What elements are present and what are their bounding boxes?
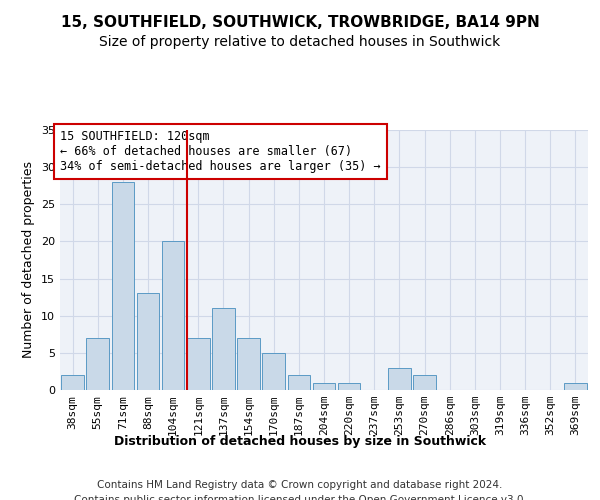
Text: 15 SOUTHFIELD: 120sqm
← 66% of detached houses are smaller (67)
34% of semi-deta: 15 SOUTHFIELD: 120sqm ← 66% of detached … bbox=[60, 130, 380, 173]
Bar bbox=[564, 382, 587, 390]
Text: Contains public sector information licensed under the Open Government Licence v3: Contains public sector information licen… bbox=[74, 495, 526, 500]
Bar bbox=[137, 294, 160, 390]
Bar bbox=[338, 382, 361, 390]
Bar bbox=[86, 338, 109, 390]
Bar bbox=[61, 375, 84, 390]
Text: Size of property relative to detached houses in Southwick: Size of property relative to detached ho… bbox=[100, 35, 500, 49]
Text: Distribution of detached houses by size in Southwick: Distribution of detached houses by size … bbox=[114, 435, 486, 448]
Bar bbox=[187, 338, 209, 390]
Bar bbox=[262, 353, 285, 390]
Bar bbox=[212, 308, 235, 390]
Text: 15, SOUTHFIELD, SOUTHWICK, TROWBRIDGE, BA14 9PN: 15, SOUTHFIELD, SOUTHWICK, TROWBRIDGE, B… bbox=[61, 15, 539, 30]
Bar bbox=[388, 368, 411, 390]
Bar bbox=[162, 242, 184, 390]
Bar bbox=[287, 375, 310, 390]
Text: Contains HM Land Registry data © Crown copyright and database right 2024.: Contains HM Land Registry data © Crown c… bbox=[97, 480, 503, 490]
Bar bbox=[237, 338, 260, 390]
Bar bbox=[413, 375, 436, 390]
Y-axis label: Number of detached properties: Number of detached properties bbox=[22, 162, 35, 358]
Bar bbox=[112, 182, 134, 390]
Bar bbox=[313, 382, 335, 390]
